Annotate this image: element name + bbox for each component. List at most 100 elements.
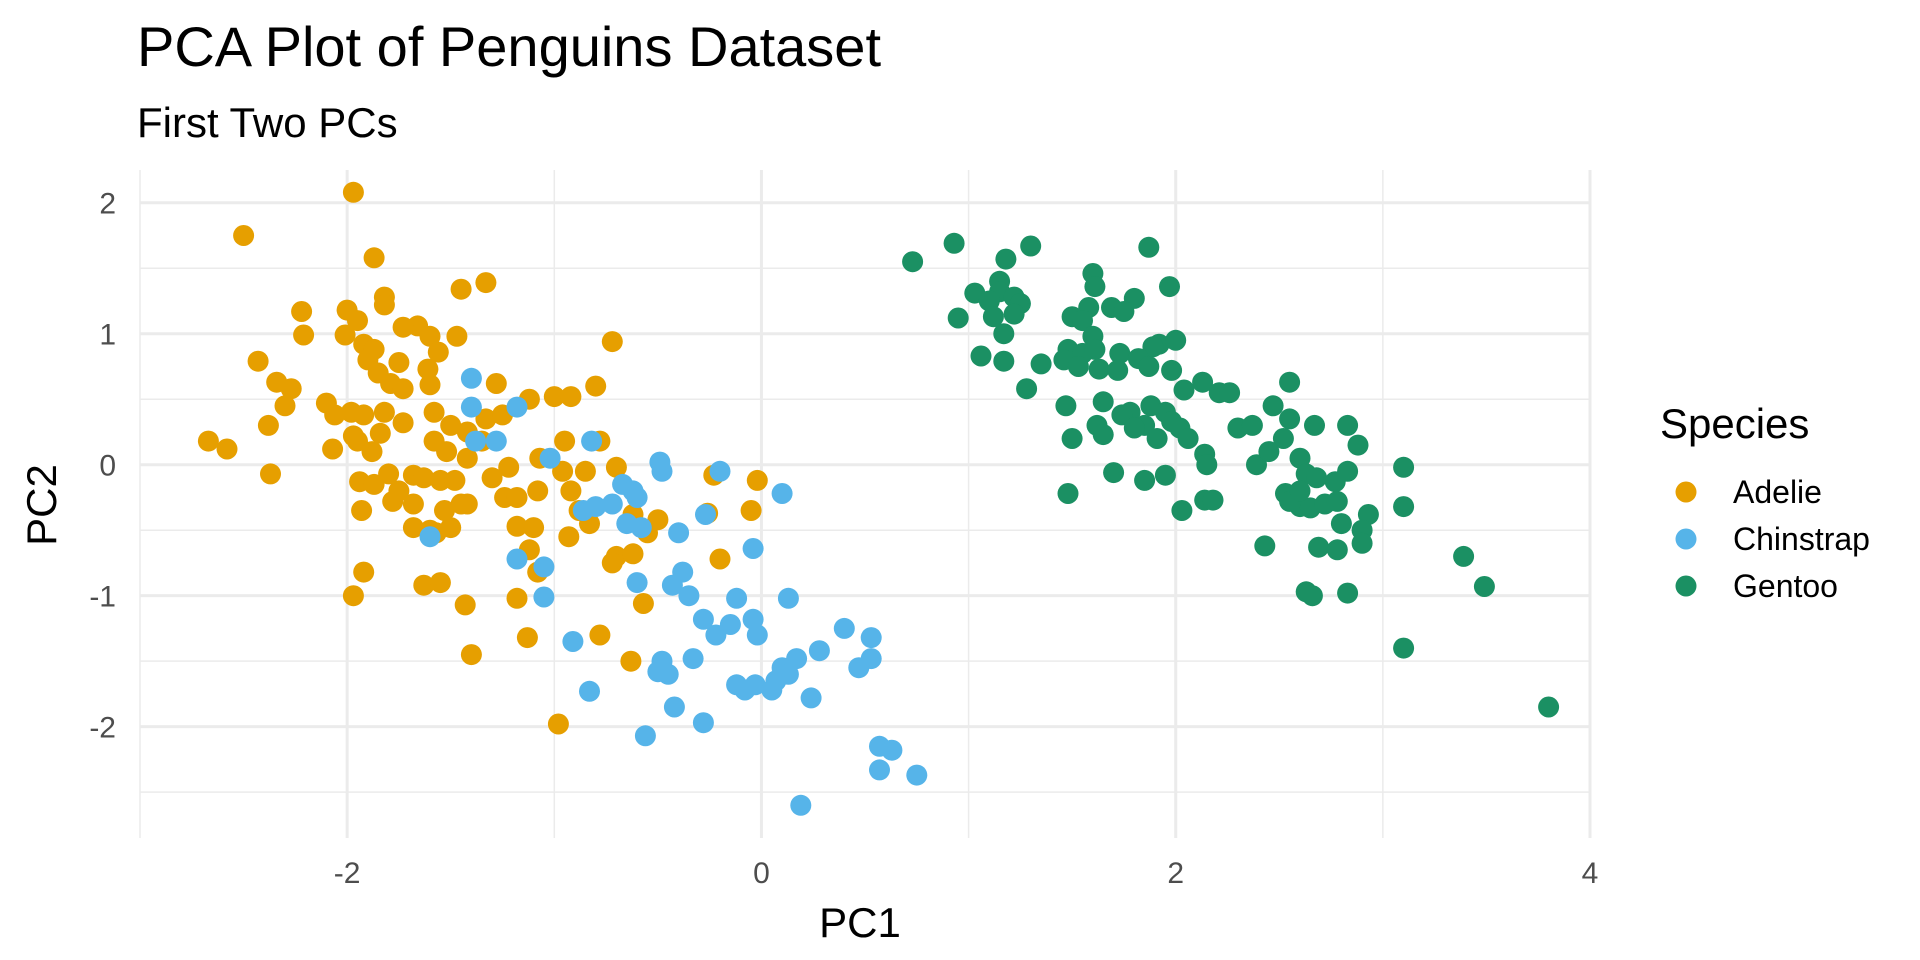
data-point [1326, 539, 1348, 561]
data-point [324, 404, 346, 426]
data-point [516, 627, 538, 649]
data-point [533, 586, 555, 608]
data-point [970, 345, 992, 367]
data-point [527, 480, 549, 502]
data-point [1289, 480, 1311, 502]
data-point [506, 515, 528, 537]
data-point [786, 648, 808, 670]
data-point [1473, 576, 1495, 597]
data-point [1020, 235, 1042, 257]
data-point [247, 350, 269, 372]
data-point [450, 278, 472, 300]
data-point [601, 552, 623, 574]
data-point [506, 487, 528, 508]
data-point [1142, 336, 1164, 358]
data-point [601, 331, 623, 353]
data-point [388, 480, 410, 502]
x-axis-title: PC1 [819, 899, 901, 946]
data-point [1308, 536, 1330, 558]
y-tick-label: -2 [89, 712, 116, 745]
data-point [622, 543, 644, 565]
data-point [1304, 414, 1325, 436]
legend-item-adelie: Adelie [1675, 474, 1822, 510]
data-point [740, 500, 762, 521]
data-point [257, 414, 279, 436]
data-point [746, 469, 768, 491]
data-point [353, 561, 375, 583]
data-point [1173, 379, 1195, 401]
data-point [1111, 404, 1133, 426]
data-point [485, 430, 507, 452]
data-point [233, 225, 255, 246]
data-points [197, 181, 1560, 816]
data-point [1326, 490, 1348, 512]
data-point [562, 631, 584, 652]
data-point [647, 661, 669, 683]
data-point [1084, 276, 1106, 298]
legend-label: Adelie [1733, 474, 1822, 510]
data-point [1219, 382, 1241, 404]
data-point [808, 640, 830, 662]
data-point [402, 517, 424, 539]
data-point [790, 794, 812, 816]
data-point [943, 232, 965, 254]
chart-title: PCA Plot of Penguins Dataset [137, 15, 881, 78]
data-point [765, 670, 787, 692]
data-point [392, 316, 414, 338]
data-point [1165, 329, 1187, 351]
data-point [334, 324, 356, 346]
data-point [434, 500, 455, 521]
data-point [440, 414, 462, 436]
legend-label: Gentoo [1733, 568, 1838, 604]
data-point [361, 441, 383, 463]
data-point [543, 386, 565, 408]
data-point [719, 614, 741, 635]
data-point [1138, 356, 1160, 377]
data-point [392, 378, 414, 400]
data-point [347, 430, 368, 452]
data-point [444, 469, 466, 491]
data-point [881, 739, 903, 761]
y-tick-label: 1 [99, 319, 116, 352]
y-tick-label: 2 [99, 188, 116, 221]
data-point [585, 375, 607, 397]
data-point [450, 493, 472, 515]
data-point [1538, 696, 1560, 718]
data-point [800, 687, 822, 709]
data-point [581, 430, 603, 452]
data-point [1330, 513, 1352, 535]
data-point [1262, 395, 1284, 417]
data-point [369, 422, 391, 444]
data-point [1337, 460, 1359, 482]
data-point [419, 374, 441, 396]
data-point [1241, 414, 1263, 436]
data-point [547, 713, 569, 735]
data-point [695, 504, 716, 525]
data-point [668, 522, 690, 544]
data-point [363, 473, 385, 495]
data-point [906, 764, 928, 786]
data-point [1347, 434, 1369, 456]
data-point [605, 456, 627, 478]
data-point [626, 572, 648, 594]
data-point [1393, 496, 1415, 518]
data-point [1088, 358, 1110, 380]
data-point [620, 650, 642, 672]
data-point [1337, 414, 1359, 436]
data-point [626, 487, 648, 508]
data-point [632, 593, 654, 614]
data-point [1123, 417, 1145, 439]
legend-key [1675, 481, 1697, 503]
data-point [392, 412, 414, 434]
data-point [1030, 353, 1052, 375]
data-point [378, 463, 400, 485]
data-point [475, 408, 497, 430]
data-point [678, 585, 700, 607]
data-point [742, 538, 764, 559]
data-point [947, 307, 969, 329]
data-point [1107, 359, 1129, 381]
data-point [726, 587, 748, 609]
axis-ticks: -2 0 2 4 -2 -1 0 1 2 [89, 188, 1598, 890]
data-point [280, 378, 302, 400]
